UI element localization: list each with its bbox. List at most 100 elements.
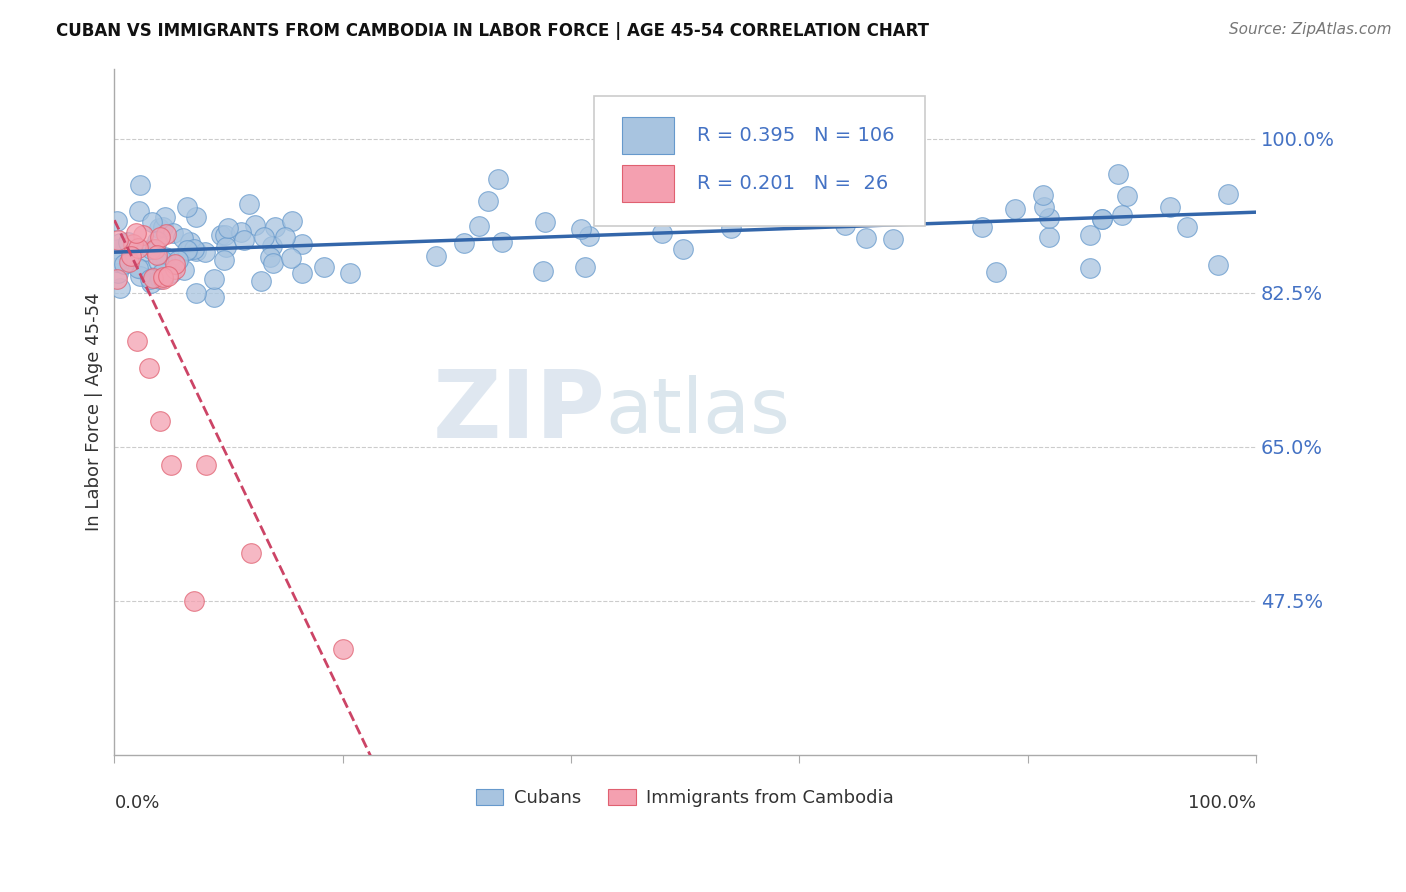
Point: [1032, 187, 1054, 202]
Point: [183, 594, 205, 608]
Point: [139, 272, 162, 286]
Point: [262, 256, 284, 270]
Point: [477, 194, 499, 208]
Point: [274, 230, 297, 244]
Point: [1080, 227, 1102, 242]
Point: [173, 263, 195, 277]
Point: [253, 230, 276, 244]
Point: [186, 210, 208, 224]
Legend: Cubans, Immigrants from Cambodia: Cubans, Immigrants from Cambodia: [470, 781, 901, 814]
Point: [533, 215, 555, 229]
Point: [720, 221, 742, 235]
Point: [1206, 259, 1229, 273]
Point: [139, 276, 162, 290]
Point: [153, 210, 176, 224]
Point: [1111, 208, 1133, 222]
Point: [146, 234, 169, 248]
Text: Source: ZipAtlas.com: Source: ZipAtlas.com: [1229, 22, 1392, 37]
Point: [486, 172, 509, 186]
Point: [107, 266, 129, 280]
Point: [129, 178, 152, 193]
Point: [453, 235, 475, 250]
Point: [105, 255, 128, 269]
Point: [184, 286, 207, 301]
Point: [146, 248, 169, 262]
Point: [984, 265, 1007, 279]
Point: [209, 228, 232, 243]
Point: [233, 233, 256, 247]
Point: [280, 251, 302, 265]
Point: [152, 219, 174, 234]
Text: ZIP: ZIP: [433, 366, 605, 458]
FancyBboxPatch shape: [623, 117, 673, 154]
Point: [105, 272, 128, 286]
Point: [129, 262, 152, 277]
Point: [194, 244, 217, 259]
Point: [217, 221, 239, 235]
Point: [1032, 200, 1054, 214]
Text: R = 0.201   N =  26: R = 0.201 N = 26: [696, 174, 887, 193]
Point: [229, 225, 252, 239]
Point: [149, 413, 172, 427]
Point: [117, 251, 139, 265]
Point: [172, 231, 194, 245]
Point: [167, 252, 190, 267]
Point: [150, 266, 173, 280]
Point: [152, 269, 174, 284]
Point: [238, 197, 260, 211]
Point: [202, 289, 225, 303]
Point: [651, 226, 673, 240]
Point: [531, 264, 554, 278]
Point: [149, 230, 172, 244]
Point: [1038, 211, 1060, 226]
Point: [281, 214, 304, 228]
Point: [132, 228, 155, 243]
Point: [162, 226, 184, 240]
Point: [134, 244, 156, 259]
Point: [855, 231, 877, 245]
Point: [291, 266, 314, 280]
Point: [214, 227, 236, 242]
Point: [1078, 260, 1101, 275]
Point: [118, 255, 141, 269]
Y-axis label: In Labor Force | Age 45-54: In Labor Force | Age 45-54: [86, 293, 103, 531]
Point: [184, 244, 207, 259]
Point: [312, 260, 335, 275]
Point: [159, 252, 181, 267]
Point: [150, 253, 173, 268]
Point: [1175, 219, 1198, 234]
Point: [105, 213, 128, 227]
Point: [122, 236, 145, 251]
FancyBboxPatch shape: [623, 165, 673, 202]
Point: [127, 261, 149, 276]
Point: [138, 360, 160, 375]
Point: [176, 243, 198, 257]
Point: [468, 219, 491, 234]
Point: [1159, 200, 1181, 214]
Text: 0.0%: 0.0%: [114, 794, 160, 812]
Point: [259, 251, 281, 265]
Point: [1091, 211, 1114, 226]
Point: [179, 235, 201, 249]
Point: [569, 222, 592, 236]
Point: [155, 227, 177, 241]
Point: [491, 235, 513, 250]
Point: [107, 242, 129, 256]
Point: [194, 458, 217, 472]
Point: [112, 257, 135, 271]
Point: [176, 201, 198, 215]
Point: [120, 250, 142, 264]
Point: [291, 236, 314, 251]
FancyBboxPatch shape: [593, 96, 925, 227]
Point: [108, 236, 131, 251]
Point: [212, 252, 235, 267]
Point: [1004, 202, 1026, 217]
Point: [672, 242, 695, 256]
Point: [110, 280, 132, 294]
Point: [882, 232, 904, 246]
Point: [128, 204, 150, 219]
Point: [1091, 211, 1114, 226]
Point: [146, 254, 169, 268]
Point: [153, 250, 176, 264]
Point: [1216, 187, 1239, 202]
